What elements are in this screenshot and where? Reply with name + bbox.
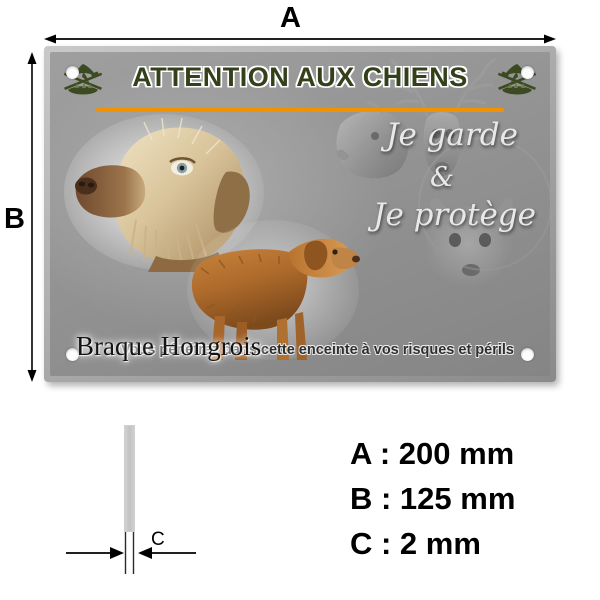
sign-title: ATTENTION AUX CHIENS <box>132 62 468 92</box>
mounting-hole-top-left <box>66 66 79 79</box>
spec-row-b: B : 125 mm <box>350 480 516 516</box>
plate-frame: ATTENTION AUX CHIENS Je garde & Je protè… <box>44 46 556 382</box>
dimension-b-arrow <box>27 52 37 382</box>
mounting-hole-bottom-left <box>66 348 79 361</box>
plate-thickness-side-view <box>124 425 135 532</box>
plate-thickness-edge-lines <box>124 532 135 574</box>
mounting-hole-bottom-right <box>521 348 534 361</box>
script-text-ampersand: & <box>429 162 454 193</box>
sign-plate: ATTENTION AUX CHIENS Je garde & Je protè… <box>44 46 556 382</box>
dimension-b-label: B <box>4 203 25 235</box>
wildlife-montage-artwork <box>336 57 550 291</box>
specifications-list: A : 200 mm B : 125 mm C : 2 mm <box>350 432 515 567</box>
dimension-a-label: A <box>280 2 302 34</box>
dog-body-artwork <box>187 220 360 360</box>
breed-name-label: Braque Hongrois <box>76 331 262 361</box>
warning-text: Vous pénétrez dans cette enceinte à vos … <box>121 342 514 358</box>
mounting-hole-top-right <box>521 66 534 79</box>
script-text-je-protege: Je protège <box>373 197 536 233</box>
dimension-a-arrow <box>44 34 556 44</box>
dog-head-artwork <box>64 114 264 272</box>
dimension-c-arrows <box>66 547 196 559</box>
dimension-c-label: C <box>151 529 165 550</box>
plate-face: ATTENTION AUX CHIENS Je garde & Je protè… <box>50 52 550 376</box>
script-text-je-garde: Je garde <box>386 117 518 153</box>
spec-row-a: A : 200 mm <box>350 436 515 471</box>
title-divider-rule <box>96 108 504 112</box>
spec-row-c: C : 2 mm <box>350 525 481 561</box>
